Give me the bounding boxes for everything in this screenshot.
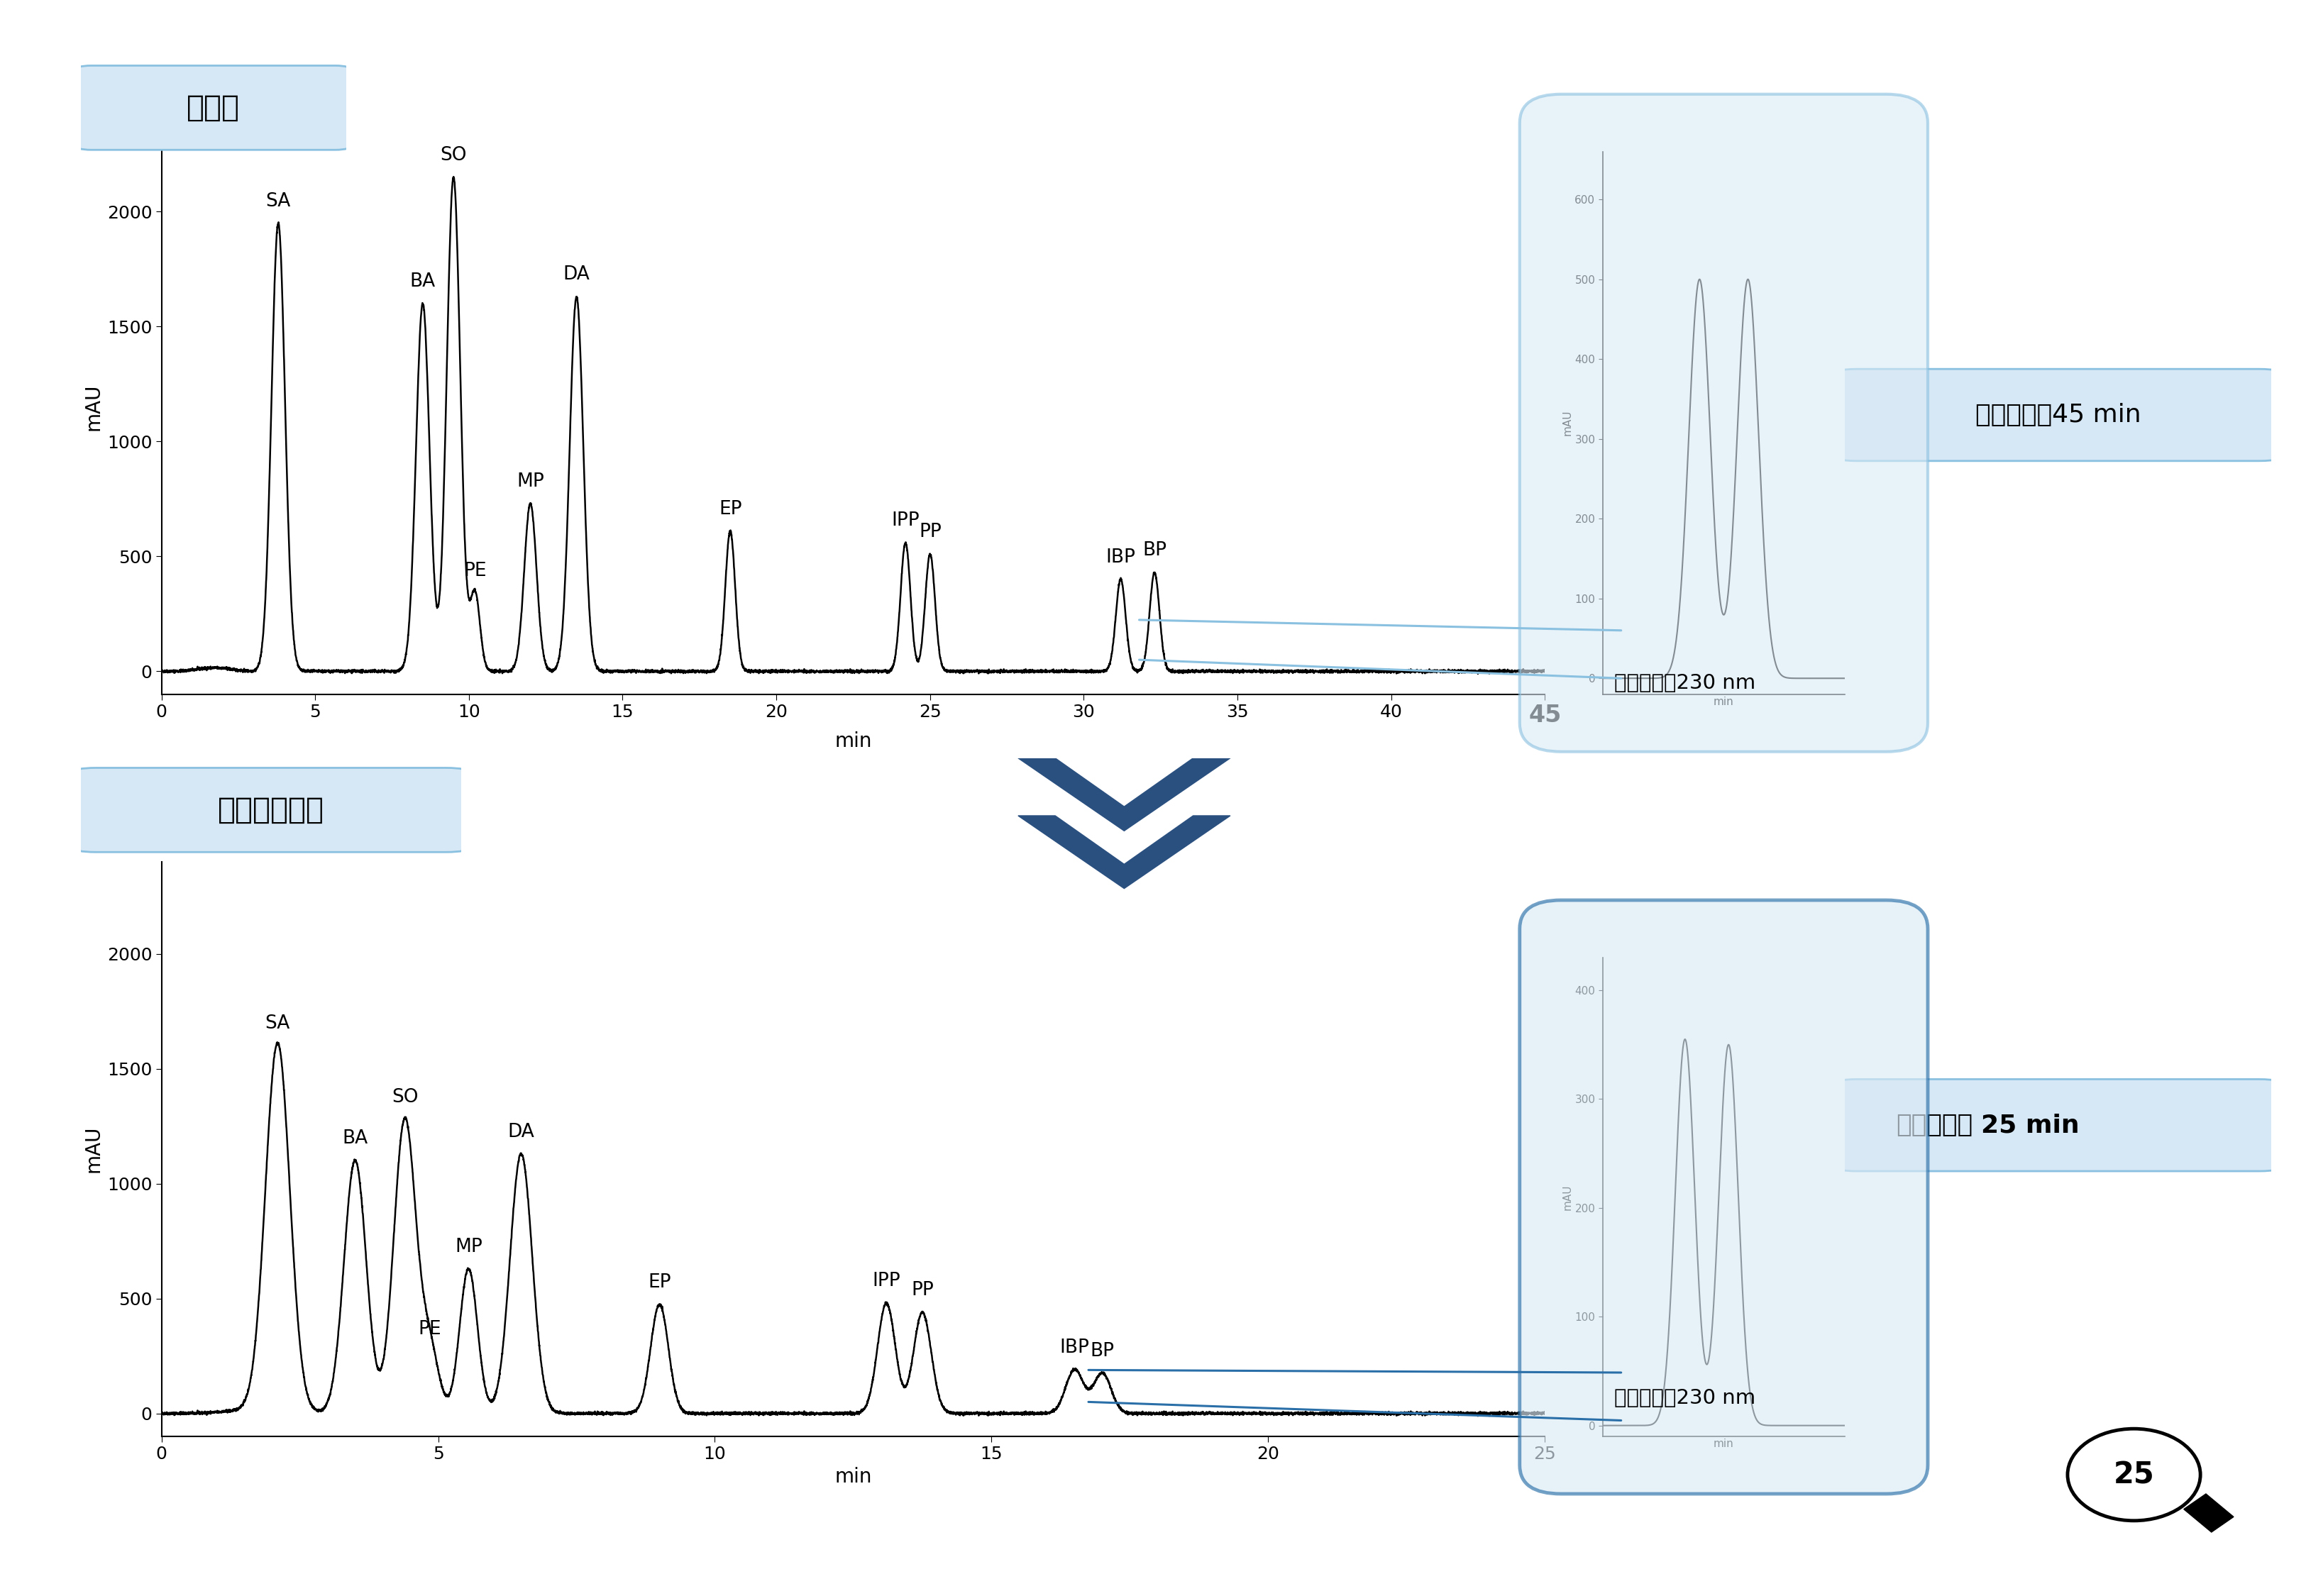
Text: SO: SO bbox=[392, 1088, 417, 1106]
FancyBboxPatch shape bbox=[1831, 369, 2285, 461]
FancyBboxPatch shape bbox=[76, 65, 351, 150]
Y-axis label: mAU: mAU bbox=[83, 383, 104, 431]
Text: EP: EP bbox=[648, 1274, 671, 1291]
Polygon shape bbox=[1019, 816, 1231, 889]
Text: 測定波長：230 nm: 測定波長：230 nm bbox=[1614, 674, 1755, 693]
X-axis label: min: min bbox=[835, 731, 872, 750]
Text: DA: DA bbox=[563, 265, 590, 284]
Text: PP: PP bbox=[911, 1282, 934, 1299]
Text: BP: BP bbox=[1141, 541, 1167, 560]
FancyBboxPatch shape bbox=[74, 768, 468, 852]
Text: 25 min: 25 min bbox=[1981, 1112, 2080, 1138]
Text: IPP: IPP bbox=[872, 1272, 899, 1291]
Y-axis label: mAU: mAU bbox=[1561, 410, 1573, 436]
Text: SA: SA bbox=[265, 192, 291, 211]
Text: 測定波長：230 nm: 測定波長：230 nm bbox=[1614, 1389, 1755, 1408]
Circle shape bbox=[2068, 1428, 2200, 1521]
Text: PE: PE bbox=[417, 1320, 440, 1339]
Text: BA: BA bbox=[341, 1130, 369, 1148]
Text: PE: PE bbox=[464, 562, 487, 581]
Polygon shape bbox=[2184, 1494, 2235, 1532]
Text: 分析時間：45 min: 分析時間：45 min bbox=[1976, 402, 2140, 428]
X-axis label: min: min bbox=[1713, 1438, 1734, 1449]
Y-axis label: mAU: mAU bbox=[1561, 1184, 1573, 1210]
Polygon shape bbox=[1019, 758, 1231, 832]
Text: IBP: IBP bbox=[1061, 1339, 1088, 1357]
Text: 従来法: 従来法 bbox=[187, 93, 240, 123]
Text: DA: DA bbox=[507, 1122, 535, 1141]
Text: 分析時間：: 分析時間： bbox=[1896, 1112, 1974, 1138]
Text: IBP: IBP bbox=[1107, 549, 1135, 567]
Text: 25: 25 bbox=[2115, 1460, 2154, 1489]
Y-axis label: mAU: mAU bbox=[83, 1125, 104, 1173]
Text: EP: EP bbox=[719, 500, 743, 519]
X-axis label: min: min bbox=[1713, 696, 1734, 707]
Text: MP: MP bbox=[454, 1237, 482, 1256]
Text: BA: BA bbox=[410, 273, 436, 290]
Text: PP: PP bbox=[918, 523, 941, 541]
X-axis label: min: min bbox=[835, 1467, 872, 1486]
Text: SA: SA bbox=[265, 1015, 291, 1033]
FancyBboxPatch shape bbox=[1831, 1079, 2285, 1171]
Text: BP: BP bbox=[1091, 1342, 1114, 1360]
Text: IPP: IPP bbox=[892, 511, 920, 530]
Text: MP: MP bbox=[517, 472, 544, 492]
Text: 新しい分析法: 新しい分析法 bbox=[217, 795, 325, 825]
Text: SO: SO bbox=[440, 147, 466, 164]
